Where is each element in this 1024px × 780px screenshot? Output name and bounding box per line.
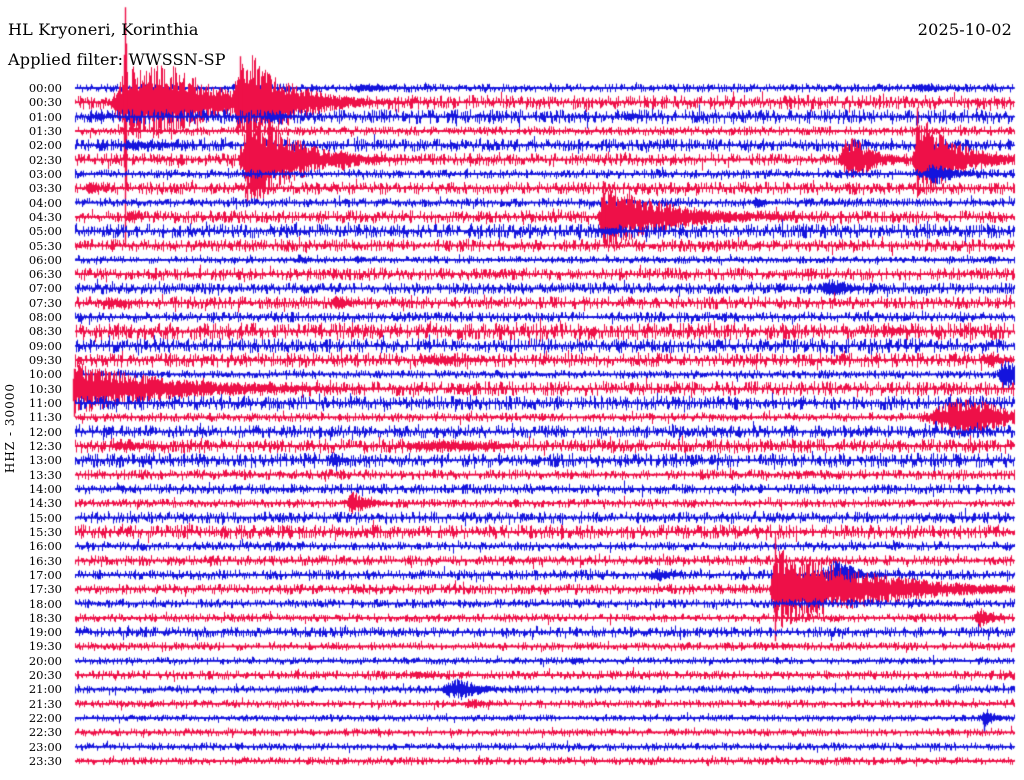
time-label-10:30: 10:30	[28, 381, 62, 396]
time-label-16:30: 16:30	[28, 553, 62, 568]
time-label-19:00: 19:00	[28, 625, 62, 640]
time-label-15:00: 15:00	[28, 510, 62, 525]
time-label-00:30: 00:30	[28, 95, 62, 110]
time-label-12:00: 12:00	[28, 424, 62, 439]
time-label-11:00: 11:00	[28, 396, 62, 411]
time-label-13:30: 13:30	[28, 467, 62, 482]
time-label-13:00: 13:00	[28, 453, 62, 468]
time-label-12:30: 12:30	[28, 439, 62, 453]
time-label-23:00: 23:00	[28, 739, 62, 754]
time-label-05:00: 05:00	[28, 224, 62, 239]
time-label-10:00: 10:00	[28, 367, 62, 382]
time-label-06:30: 06:30	[28, 267, 62, 282]
time-label-17:30: 17:30	[28, 582, 62, 597]
time-label-18:30: 18:30	[28, 610, 62, 625]
time-label-22:30: 22:30	[28, 725, 62, 740]
time-label-03:30: 03:30	[28, 181, 62, 196]
time-label-09:00: 09:00	[28, 338, 62, 353]
time-label-04:30: 04:30	[28, 209, 62, 224]
time-label-14:00: 14:00	[28, 481, 62, 496]
time-label-16:00: 16:00	[28, 539, 62, 554]
time-label-03:00: 03:00	[28, 166, 62, 181]
time-label-02:30: 02:30	[28, 152, 62, 167]
time-label-20:30: 20:30	[28, 668, 62, 683]
time-label-20:00: 20:00	[28, 653, 62, 668]
time-label-08:00: 08:00	[28, 310, 62, 325]
time-label-00:00: 00:00	[28, 81, 62, 95]
time-label-18:00: 18:00	[28, 596, 62, 611]
time-label-01:00: 01:00	[28, 109, 62, 124]
time-label-11:30: 11:30	[28, 410, 62, 425]
time-label-21:00: 21:00	[28, 682, 62, 697]
time-label-22:00: 22:00	[28, 711, 62, 726]
time-label-01:30: 01:30	[28, 123, 62, 138]
time-label-14:30: 14:30	[28, 496, 62, 511]
time-label-07:30: 07:30	[28, 295, 62, 310]
time-label-04:00: 04:00	[28, 195, 62, 210]
time-label-05:30: 05:30	[28, 238, 62, 253]
time-label-15:30: 15:30	[28, 524, 62, 539]
applied-filter-label: Applied filter: WWSSN-SP	[8, 50, 226, 69]
time-label-08:30: 08:30	[28, 324, 62, 339]
station-title: HL Kryoneri, Korinthia	[8, 20, 199, 39]
time-label-06:00: 06:00	[28, 252, 62, 267]
time-label-19:30: 19:30	[28, 639, 62, 654]
time-label-21:30: 21:30	[28, 696, 62, 711]
date-label: 2025-10-02	[917, 20, 1012, 39]
time-label-02:00: 02:00	[28, 138, 62, 153]
time-label-17:00: 17:00	[28, 567, 62, 582]
time-label-07:00: 07:00	[28, 281, 62, 296]
time-label-09:30: 09:30	[28, 353, 62, 368]
time-label-23:30: 23:30	[28, 754, 62, 769]
